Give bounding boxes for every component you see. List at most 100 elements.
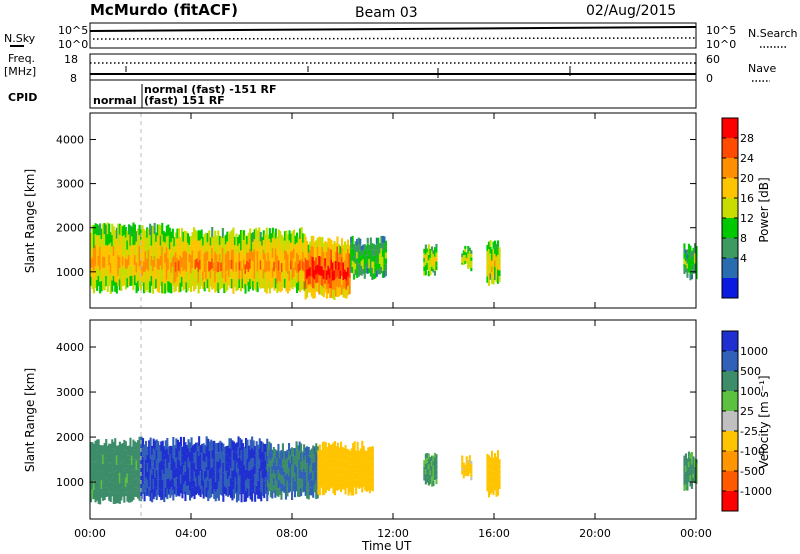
velocity-cell [288, 451, 291, 460]
power-cell [156, 258, 159, 270]
velocity-cell [93, 490, 96, 500]
velocity-cell [111, 439, 114, 449]
power-cell [111, 257, 114, 270]
power-cell [161, 222, 164, 235]
power-cell [118, 223, 121, 235]
velocity-cell [257, 453, 260, 463]
power-cell [262, 240, 265, 250]
power-cell [336, 286, 339, 297]
power-cell [161, 234, 164, 247]
velocity-cell [243, 483, 246, 493]
velocity-cell [281, 451, 284, 460]
power-cell [162, 241, 165, 252]
velocity-cell [251, 490, 254, 502]
velocity-cell [353, 449, 356, 457]
velocity-cell [492, 482, 495, 489]
velocity-cell [335, 468, 338, 476]
power-cell [427, 244, 430, 250]
velocity-cell [235, 492, 238, 503]
power-cell [306, 259, 309, 270]
power-cell [327, 256, 330, 266]
power-cell [155, 251, 158, 261]
power-ylabel: Slant Range [km] [23, 169, 37, 273]
power-cell [224, 263, 227, 273]
power-cell [106, 280, 109, 292]
power-cell [270, 242, 273, 252]
power-cell [202, 262, 205, 272]
velocity-cell [252, 484, 255, 494]
velocity-cell [362, 466, 365, 473]
velocity-cell [240, 481, 243, 492]
velocity-cell [248, 479, 251, 488]
velocity-cell [114, 449, 117, 461]
power-cell [341, 285, 344, 295]
power-cell [164, 273, 167, 284]
velocity-cell [307, 447, 310, 456]
power-cell [285, 250, 288, 261]
velocity-cell [346, 468, 349, 475]
velocity-cell [430, 481, 433, 487]
velocity-cell [497, 450, 500, 458]
power-cell [150, 225, 153, 236]
velocity-cell [272, 470, 275, 478]
velocity-cell [356, 464, 359, 473]
velocity-cell [309, 480, 312, 488]
xtick-label: 16:00 [478, 527, 510, 540]
velocity-cell [169, 471, 172, 481]
power-cell [313, 251, 316, 261]
velocity-cell [158, 462, 161, 472]
power-cell [137, 249, 140, 260]
velocity-cell [229, 448, 232, 459]
power-cell [211, 279, 214, 290]
velocity-cell [301, 465, 304, 472]
velocity-cell [173, 478, 176, 487]
velocity-cell [170, 487, 173, 496]
power-cell [309, 284, 312, 293]
velocity-cell [118, 462, 121, 473]
power-cell [194, 229, 197, 240]
power-cell [491, 272, 494, 278]
power-cell [368, 263, 371, 269]
velocity-cell [102, 454, 105, 464]
velocity-cell [266, 471, 269, 480]
velocity-cell [192, 479, 195, 488]
velocity-cell [424, 463, 427, 470]
velocity-cell [182, 456, 185, 466]
velocity-cell [494, 484, 497, 491]
velocity-cell [461, 471, 464, 475]
power-cell [372, 261, 375, 268]
power-cell [252, 241, 255, 252]
power-cell [117, 234, 120, 245]
power-cell [372, 267, 375, 274]
velocity-cell [462, 473, 465, 476]
freq-unit: [MHz] [4, 65, 36, 78]
velocity-cell [347, 457, 350, 465]
velocity-cell [330, 451, 333, 459]
velocity-cell [129, 459, 132, 471]
power-cell [271, 227, 274, 238]
power-cell [262, 278, 265, 289]
power-cell [380, 260, 383, 267]
power-ytick-label: 4000 [56, 133, 84, 146]
power-cell [250, 242, 253, 252]
power-cell [223, 245, 226, 256]
velocity-cell [102, 473, 105, 483]
power-cell [133, 234, 136, 245]
power-cell [252, 261, 255, 271]
velocity-cell [129, 470, 132, 481]
velocity-cell [213, 440, 216, 451]
power-cell [180, 257, 183, 268]
velocity-cell [115, 445, 118, 456]
velocity-cell [120, 472, 123, 482]
power-cell [158, 270, 161, 282]
velocity-cell [126, 483, 129, 493]
velocity-cell [164, 478, 167, 488]
power-cell [232, 249, 235, 261]
power-cell [435, 261, 438, 266]
velocity-cell [257, 480, 260, 490]
velocity-cell [303, 452, 306, 461]
velocity-cell [152, 479, 155, 490]
velocity-cell [133, 441, 136, 451]
power-cell [214, 261, 217, 272]
power-cell [374, 256, 377, 262]
